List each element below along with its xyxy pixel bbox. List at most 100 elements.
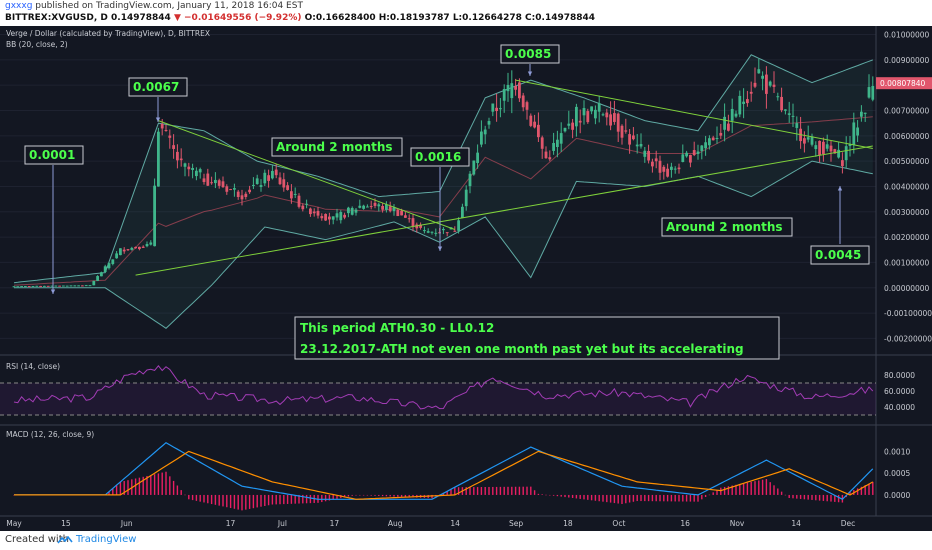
tradingview-brand[interactable]: TradingView xyxy=(76,534,137,545)
rsi-band-fill xyxy=(0,383,876,415)
candle-body xyxy=(31,285,35,287)
candle-body xyxy=(65,285,69,287)
macd-histogram-bar xyxy=(347,494,350,497)
candle-body xyxy=(639,144,643,147)
macd-histogram-bar xyxy=(199,494,201,502)
macd-histogram-bar xyxy=(856,488,859,495)
candle-body xyxy=(400,210,403,216)
macd-histogram-bar xyxy=(184,494,186,496)
macd-histogram-bar xyxy=(708,494,711,496)
bb-basis-line xyxy=(13,116,873,286)
macd-histogram-bar xyxy=(484,486,486,495)
macd-histogram-bar xyxy=(849,491,851,495)
last-price-label: 0.00807840 xyxy=(880,79,926,88)
macd-histogram-bar xyxy=(169,476,171,495)
candle-body xyxy=(818,140,821,156)
macd-histogram-bar xyxy=(385,494,388,497)
candle-body xyxy=(803,138,806,144)
candle-body xyxy=(73,285,77,287)
macd-histogram-bar xyxy=(830,494,832,502)
candle-body xyxy=(434,232,438,234)
macd-histogram-bar xyxy=(245,494,247,510)
macd-histogram-bar xyxy=(868,483,870,495)
candle-body xyxy=(12,286,16,288)
macd-histogram-bar xyxy=(625,494,627,504)
candle-body xyxy=(609,114,612,126)
candle-body xyxy=(324,213,327,221)
candle-body xyxy=(753,82,757,87)
candle-body xyxy=(578,120,582,123)
macd-histogram-bar xyxy=(260,494,262,507)
candle-body xyxy=(776,96,780,98)
macd-histogram-bar xyxy=(119,481,122,495)
note-box xyxy=(294,316,780,360)
candle-body xyxy=(153,185,156,247)
macd-histogram-bar xyxy=(469,487,471,495)
price-tick-label: -0.00100000 xyxy=(884,309,932,318)
annotation-0001: 0.0001 xyxy=(29,148,75,162)
candle-body xyxy=(111,259,115,265)
candle-body xyxy=(647,150,650,161)
candle-body xyxy=(46,285,50,287)
macd-histogram-bar xyxy=(537,493,540,495)
candle-body xyxy=(419,224,422,228)
candle-body xyxy=(343,214,346,218)
macd-histogram-bar xyxy=(465,487,467,495)
candle-body xyxy=(495,107,498,112)
candle-body xyxy=(411,218,415,227)
candle-body xyxy=(871,86,875,100)
chart-canvas[interactable]: 0.010000000.009000000.008000000.00700000… xyxy=(0,26,932,531)
candle-body xyxy=(312,211,316,214)
candle-body xyxy=(396,209,400,217)
candle-body xyxy=(62,285,65,287)
macd-histogram-bar xyxy=(283,494,285,505)
macd-histogram-bar xyxy=(739,484,741,495)
candle-body xyxy=(605,112,609,118)
macd-histogram-bar xyxy=(568,494,570,498)
candle-body xyxy=(328,216,331,220)
candle-body xyxy=(708,138,711,146)
macd-histogram-bar xyxy=(115,485,118,495)
candle-body xyxy=(863,112,867,114)
note-line-1: This period ATH0.30 - LL0.12 xyxy=(300,321,494,335)
candle-body xyxy=(388,206,392,212)
publisher-name[interactable]: gxxxg xyxy=(5,1,33,11)
candle-body xyxy=(210,182,213,184)
candle-body xyxy=(552,143,555,151)
macd-histogram-bar xyxy=(564,494,566,498)
candle-body xyxy=(373,202,377,206)
macd-tick-label: 0.0005 xyxy=(884,469,910,478)
annotation-0045-box xyxy=(810,245,870,265)
candle-body xyxy=(662,166,666,172)
macd-histogram-bar xyxy=(682,494,684,502)
candle-body xyxy=(149,242,153,245)
macd-histogram-bar xyxy=(549,494,551,496)
arrow-0016-head xyxy=(437,246,443,251)
candle-body xyxy=(738,95,742,115)
bb-upper-line xyxy=(13,54,873,284)
macd-histogram-bar xyxy=(362,494,365,496)
time-tick-label: Dec xyxy=(841,519,856,528)
macd-histogram-bar xyxy=(860,486,863,495)
candle-body xyxy=(658,160,662,173)
macd-histogram-bar xyxy=(188,494,190,500)
macd-histogram-bar xyxy=(195,494,198,501)
macd-histogram-bar xyxy=(735,484,737,495)
candle-body xyxy=(187,166,191,170)
macd-histogram-bar xyxy=(191,494,194,501)
published-text: published on TradingView.com, January 11… xyxy=(32,1,303,11)
candle-body xyxy=(240,195,244,200)
candle-body xyxy=(502,89,506,101)
candle-body xyxy=(563,127,567,132)
macd-histogram-bar xyxy=(374,494,376,496)
chart-area[interactable]: 0.010000000.009000000.008000000.00700000… xyxy=(0,26,932,531)
candle-body xyxy=(157,131,160,187)
candle-body xyxy=(810,136,814,145)
annotation-around-2-months-1: Around 2 months xyxy=(276,140,393,154)
candle-body xyxy=(255,178,259,185)
last-price: 0.14978844 xyxy=(111,13,171,23)
candle-body xyxy=(259,185,263,187)
macd-histogram-bar xyxy=(761,479,764,495)
candle-body xyxy=(103,266,107,272)
candle-body xyxy=(339,212,343,221)
